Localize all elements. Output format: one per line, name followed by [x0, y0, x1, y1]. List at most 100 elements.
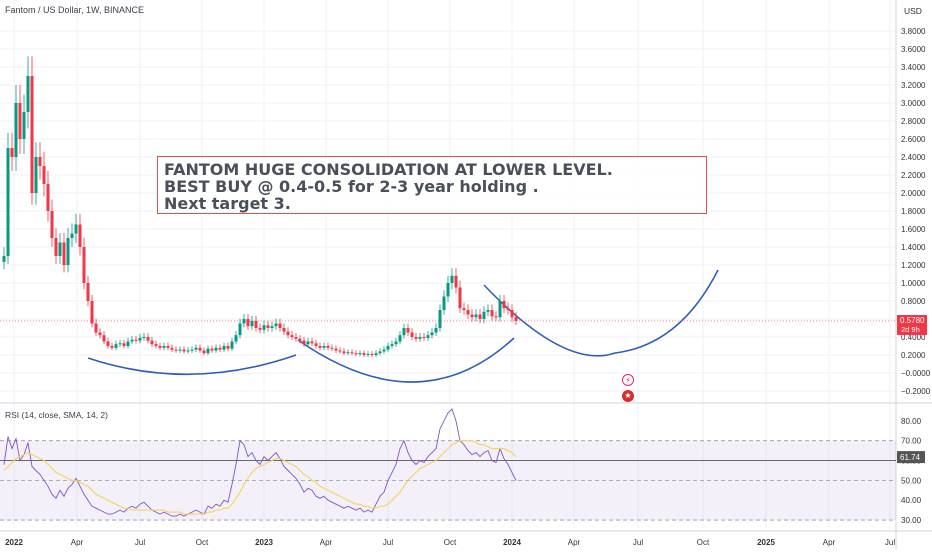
- candle-body: [254, 320, 258, 328]
- last-price-value: 0.5780: [900, 316, 925, 325]
- time-tick-label: 2022: [5, 538, 23, 547]
- candle-body: [30, 76, 34, 193]
- candle-body: [510, 310, 514, 318]
- lightning-icon[interactable]: ⚡: [622, 374, 634, 386]
- candle-body: [110, 346, 114, 348]
- candle-body: [310, 341, 314, 344]
- price-tick-label: 2.8000: [901, 117, 926, 126]
- candle-body: [282, 328, 286, 332]
- candle-body: [62, 242, 66, 265]
- candle-body: [262, 325, 266, 330]
- candle-body: [154, 344, 158, 346]
- time-tick-label: Oct: [697, 538, 710, 547]
- candle-body: [298, 338, 302, 341]
- candle-body: [454, 275, 458, 288]
- candle-body: [14, 103, 18, 157]
- us-flag-icon[interactable]: ★: [622, 390, 634, 402]
- time-tick-label: Apr: [568, 538, 581, 547]
- price-tick-label: 2.2000: [901, 171, 926, 180]
- candle-body: [118, 343, 122, 345]
- candle-body: [50, 211, 54, 238]
- candle-body: [306, 341, 310, 345]
- candle-body: [38, 157, 42, 166]
- candle-body: [462, 308, 466, 310]
- candle-body: [66, 238, 70, 265]
- candle-body: [326, 346, 330, 348]
- time-tick-label: 2024: [503, 538, 521, 547]
- candle-body: [458, 287, 462, 309]
- candle-body: [186, 350, 190, 352]
- consolidation-arcs: [87, 269, 719, 383]
- candle-body: [270, 326, 274, 328]
- candle-body: [146, 337, 150, 341]
- candle-body: [10, 148, 14, 157]
- rsi-sma-line: [3, 440, 517, 515]
- candle-body: [466, 310, 470, 315]
- price-tick-label: 3.8000: [901, 27, 926, 36]
- candle-body: [442, 296, 446, 310]
- price-axis[interactable]: 3.8000 3.6000 3.4000 3.2000 3.0000 2.8000 2.60…: [897, 27, 931, 525]
- candle-body: [174, 349, 178, 351]
- candle-body: [426, 335, 430, 338]
- rsi-legend[interactable]: RSI (14, close, SMA, 14, 2): [5, 410, 108, 420]
- symbol-legend[interactable]: Fantom / US Dollar, 1W, BINANCE: [5, 5, 145, 15]
- candle-body: [422, 337, 426, 338]
- price-tick-label: 1.0000: [901, 279, 926, 288]
- candle-body: [98, 332, 102, 336]
- candle-body: [234, 335, 238, 342]
- time-axis[interactable]: 2022 Apr Jul Oct 2023 Apr Jul Oct 2024 Apr Jul Oct 2…: [5, 538, 895, 547]
- price-tick-label: 3.4000: [901, 63, 926, 72]
- time-tick-label: Jul: [383, 538, 393, 547]
- candle-body: [494, 316, 498, 318]
- price-tick-label: 2.4000: [901, 153, 926, 162]
- candle-body: [134, 339, 138, 341]
- candle-body: [202, 350, 206, 354]
- candle-body: [502, 301, 506, 309]
- time-tick-label: Apr: [320, 538, 333, 547]
- time-tick-label: Oct: [444, 538, 457, 547]
- price-tick-label: 1.8000: [901, 207, 926, 216]
- time-tick-label: Jul: [633, 538, 643, 547]
- currency-label[interactable]: USD: [904, 6, 922, 16]
- candle-body: [434, 328, 438, 333]
- candle-body: [342, 351, 346, 354]
- candle-body: [126, 341, 130, 346]
- candle-body: [358, 353, 362, 355]
- price-tick-label: 3.6000: [901, 45, 926, 54]
- arc-2: [297, 337, 515, 383]
- price-tick-label: 3.0000: [901, 99, 926, 108]
- candle-body: [490, 310, 494, 317]
- candle-body: [78, 224, 82, 247]
- text-annotation[interactable]: FANTOM HUGE CONSOLIDATION AT LOWER LEVEL…: [157, 156, 707, 214]
- candle-body: [338, 350, 342, 352]
- candle-body: [362, 353, 366, 355]
- time-tick-label: Apr: [71, 538, 84, 547]
- candle-body: [366, 354, 370, 356]
- candle-body: [498, 301, 502, 318]
- candle-body: [470, 314, 474, 318]
- candle-body: [382, 349, 386, 352]
- candle-body: [46, 184, 50, 211]
- rsi-tick-label: 40.00: [901, 496, 922, 505]
- candle-body: [190, 349, 194, 351]
- candle-body: [246, 319, 250, 327]
- candle-body: [266, 325, 270, 328]
- candle-body: [182, 349, 186, 352]
- candle-body: [374, 353, 378, 355]
- price-tick-label: 2.6000: [901, 135, 926, 144]
- candle-body: [194, 347, 198, 350]
- candle-body: [170, 347, 174, 350]
- candle-body: [318, 346, 322, 348]
- candle-body: [106, 341, 110, 346]
- candle-body: [250, 320, 254, 327]
- candle-body: [430, 332, 434, 336]
- price-tick-label: 1.4000: [901, 243, 926, 252]
- candle-body: [258, 328, 262, 330]
- time-tick-label: Oct: [196, 538, 209, 547]
- candle-body: [450, 275, 454, 283]
- candle-body: [18, 103, 22, 139]
- time-tick-label: 2023: [255, 538, 273, 547]
- candle-body: [314, 343, 318, 346]
- candle-body: [138, 337, 142, 341]
